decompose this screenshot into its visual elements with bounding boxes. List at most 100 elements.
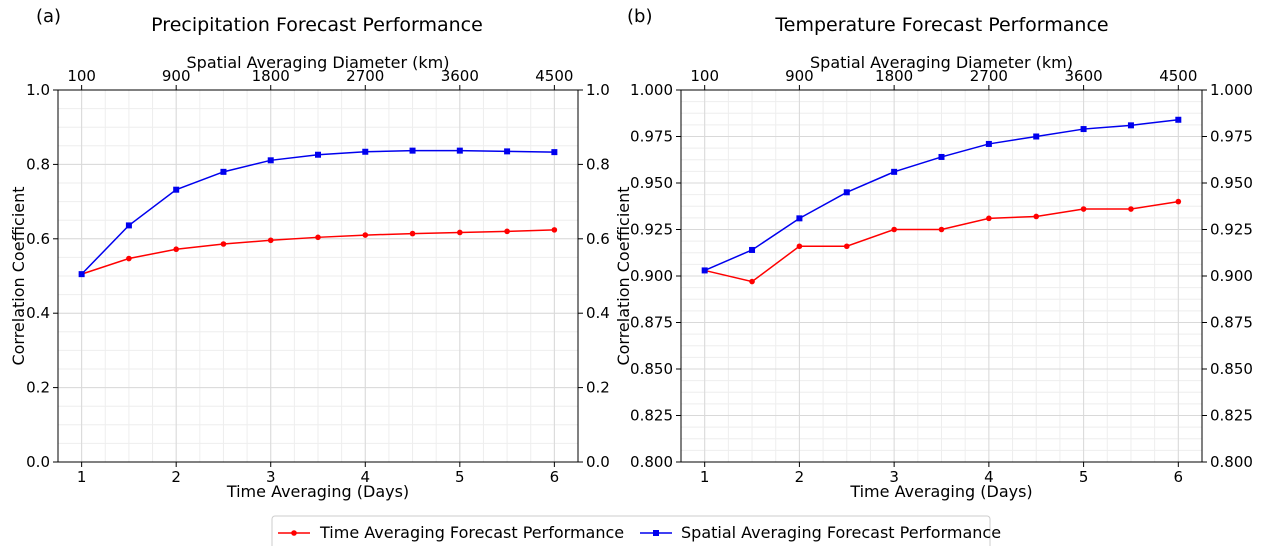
top-tick-label: 2700 xyxy=(970,67,1008,85)
top-tick-label: 100 xyxy=(690,67,719,85)
data-point-spatial xyxy=(938,153,945,160)
y-tick-label: 1.0 xyxy=(26,81,50,99)
data-point-spatial xyxy=(843,189,850,196)
data-point-spatial xyxy=(1080,126,1087,133)
y-right-tick-label: 0.950 xyxy=(1210,174,1253,192)
panel-label: (b) xyxy=(627,6,652,27)
data-point-time xyxy=(796,243,803,250)
y-tick-label: 0.900 xyxy=(630,267,673,285)
x-tick-label: 1 xyxy=(700,468,710,486)
y-tick-label: 0.925 xyxy=(630,221,673,239)
y-right-tick-label: 0.925 xyxy=(1210,221,1253,239)
y-tick-label: 0.0 xyxy=(26,453,50,471)
top-axis-label: Spatial Averaging Diameter (km) xyxy=(810,53,1073,72)
top-tick-label: 2700 xyxy=(346,67,384,85)
top-axis-label: Spatial Averaging Diameter (km) xyxy=(187,53,450,72)
x-axis-label: Time Averaging (Days) xyxy=(226,482,409,501)
data-point-time xyxy=(843,243,850,250)
y-right-tick-label: 0.850 xyxy=(1210,360,1253,378)
data-point-time xyxy=(315,234,321,241)
plot-frame xyxy=(57,89,579,463)
data-point-time xyxy=(749,278,755,285)
panel-label: (a) xyxy=(36,6,61,27)
data-point-time xyxy=(220,241,227,247)
y-tick-label: 0.825 xyxy=(630,407,673,425)
y-axis-label: Correlation Coefficient xyxy=(9,186,28,365)
y-tick-label: 0.4 xyxy=(26,304,50,322)
data-point-spatial xyxy=(796,215,803,222)
data-point-time xyxy=(1175,198,1182,205)
y-right-tick-label: 0.0 xyxy=(586,453,610,471)
legend-frame xyxy=(271,515,991,546)
x-tick-label: 4 xyxy=(360,468,370,486)
y-right-tick-label: 1.000 xyxy=(1210,81,1253,99)
data-point-spatial xyxy=(220,168,227,175)
data-point-spatial xyxy=(985,140,992,147)
data-point-time xyxy=(551,227,558,233)
legend-label-time: Time Averaging Forecast Performance xyxy=(319,523,624,542)
data-point-time xyxy=(362,232,369,238)
data-point-time xyxy=(267,237,274,244)
y-tick-label: 0.800 xyxy=(630,453,673,471)
major-grid xyxy=(681,89,1202,463)
y-right-tick-label: 0.800 xyxy=(1210,453,1253,471)
x-tick-label: 3 xyxy=(266,468,276,486)
panel-a: 1 2 3 4 5 6 100 900 1800 2700 3600 4500 0.0 0.0 0.2 0.2… xyxy=(9,6,610,501)
data-point-time xyxy=(173,246,179,253)
data-point-spatial xyxy=(701,267,708,274)
data-point-time xyxy=(938,226,945,233)
x-tick-label: 2 xyxy=(171,468,181,486)
data-point-spatial xyxy=(1127,122,1134,129)
series-spatial xyxy=(78,147,558,278)
data-point-spatial xyxy=(891,168,898,175)
x-tick-label: 6 xyxy=(1174,468,1184,486)
data-point-time xyxy=(409,230,416,237)
data-point-spatial xyxy=(173,186,180,193)
data-point-time xyxy=(1128,206,1134,212)
y-tick-label: 0.850 xyxy=(630,360,673,378)
x-axis-label: Time Averaging (Days) xyxy=(849,482,1032,501)
y-tick-label: 0.875 xyxy=(630,314,673,332)
top-tick-label: 4500 xyxy=(1159,67,1197,85)
y-right-tick-label: 0.900 xyxy=(1210,267,1253,285)
data-point-spatial xyxy=(456,147,463,154)
minor-grid xyxy=(58,89,579,463)
data-point-time xyxy=(504,228,510,235)
panel-b: 1 2 3 4 5 6 100 900 1800 2700 3600 4500 0.800 0.800 0.… xyxy=(614,6,1253,501)
data-point-time xyxy=(1033,213,1040,220)
legend-item-spatial: Spatial Averaging Forecast Performance xyxy=(640,523,1001,542)
chart-title: Precipitation Forecast Performance xyxy=(151,14,483,36)
x-tick-label: 4 xyxy=(984,468,994,486)
x-tick-label: 3 xyxy=(889,468,899,486)
legend-marker-time xyxy=(291,530,297,536)
y-right-tick-label: 0.8 xyxy=(586,155,610,173)
legend-marker-spatial xyxy=(653,530,659,536)
data-point-spatial xyxy=(1033,133,1040,140)
chart-title: Temperature Forecast Performance xyxy=(774,14,1108,36)
top-tick-label: 4500 xyxy=(535,67,573,85)
top-tick-label: 1800 xyxy=(252,67,290,85)
data-point-time xyxy=(891,226,897,233)
top-tick-label: 100 xyxy=(67,67,96,85)
x-tick-label: 2 xyxy=(795,468,805,486)
legend-label-spatial: Spatial Averaging Forecast Performance xyxy=(681,523,1001,542)
data-point-spatial xyxy=(504,148,511,155)
data-point-spatial xyxy=(1175,116,1182,123)
y-tick-label: 0.8 xyxy=(26,155,50,173)
data-point-spatial xyxy=(409,147,416,154)
series-spatial xyxy=(701,116,1182,274)
top-tick-label: 900 xyxy=(785,67,814,85)
x-tick-label: 5 xyxy=(1079,468,1089,486)
legend-item-time: Time Averaging Forecast Performance xyxy=(278,523,624,542)
top-tick-label: 3600 xyxy=(441,67,479,85)
y-tick-label: 0.975 xyxy=(630,128,673,146)
top-tick-label: 900 xyxy=(162,67,191,85)
x-tick-label: 6 xyxy=(550,468,560,486)
y-right-tick-label: 0.975 xyxy=(1210,128,1253,146)
data-point-spatial xyxy=(125,222,132,229)
y-right-tick-label: 0.2 xyxy=(586,379,610,397)
y-right-tick-label: 0.6 xyxy=(586,230,610,248)
y-right-tick-label: 0.875 xyxy=(1210,314,1253,332)
data-point-spatial xyxy=(315,151,321,158)
